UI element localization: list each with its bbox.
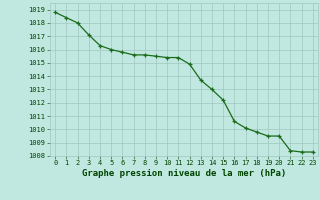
X-axis label: Graphe pression niveau de la mer (hPa): Graphe pression niveau de la mer (hPa) (82, 169, 286, 178)
